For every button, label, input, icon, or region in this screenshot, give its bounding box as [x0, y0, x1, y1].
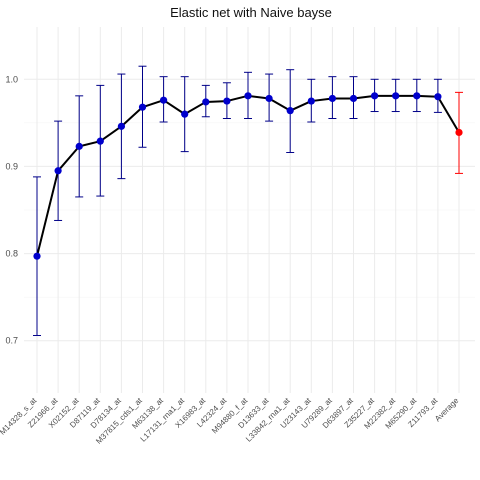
data-point — [117, 122, 125, 130]
y-tick-label: 0.7 — [5, 336, 18, 346]
data-point — [223, 97, 231, 105]
data-point — [54, 167, 62, 175]
data-point — [265, 94, 273, 103]
data-point — [392, 92, 400, 100]
chart-title: Elastic net with Naive bayse — [170, 5, 332, 20]
x-axis-ticks: M14328_s_atZ21966_atX02152_atD87119_atD7… — [0, 396, 461, 446]
data-point — [202, 98, 210, 106]
grid — [24, 27, 475, 393]
data-point — [286, 107, 294, 115]
data-point — [138, 103, 147, 111]
data-point — [434, 93, 442, 101]
y-axis-ticks: 0.7 0.8 0.9 1.0 — [5, 74, 18, 345]
y-tick-label: 1.0 — [5, 74, 18, 84]
data-point — [349, 94, 358, 103]
data-point — [33, 252, 41, 260]
y-tick-label: 0.8 — [5, 249, 18, 259]
average-point — [455, 128, 463, 137]
data-point — [181, 110, 189, 118]
data-point — [307, 97, 315, 105]
data-point — [371, 92, 379, 100]
x-tick-label: Average — [433, 396, 461, 424]
data-point — [328, 94, 336, 103]
data-point — [75, 142, 83, 150]
series-points — [33, 92, 463, 260]
data-point — [413, 92, 421, 100]
data-point — [160, 96, 168, 104]
data-point — [244, 92, 252, 100]
data-point — [96, 137, 104, 145]
y-tick-label: 0.9 — [5, 161, 18, 171]
